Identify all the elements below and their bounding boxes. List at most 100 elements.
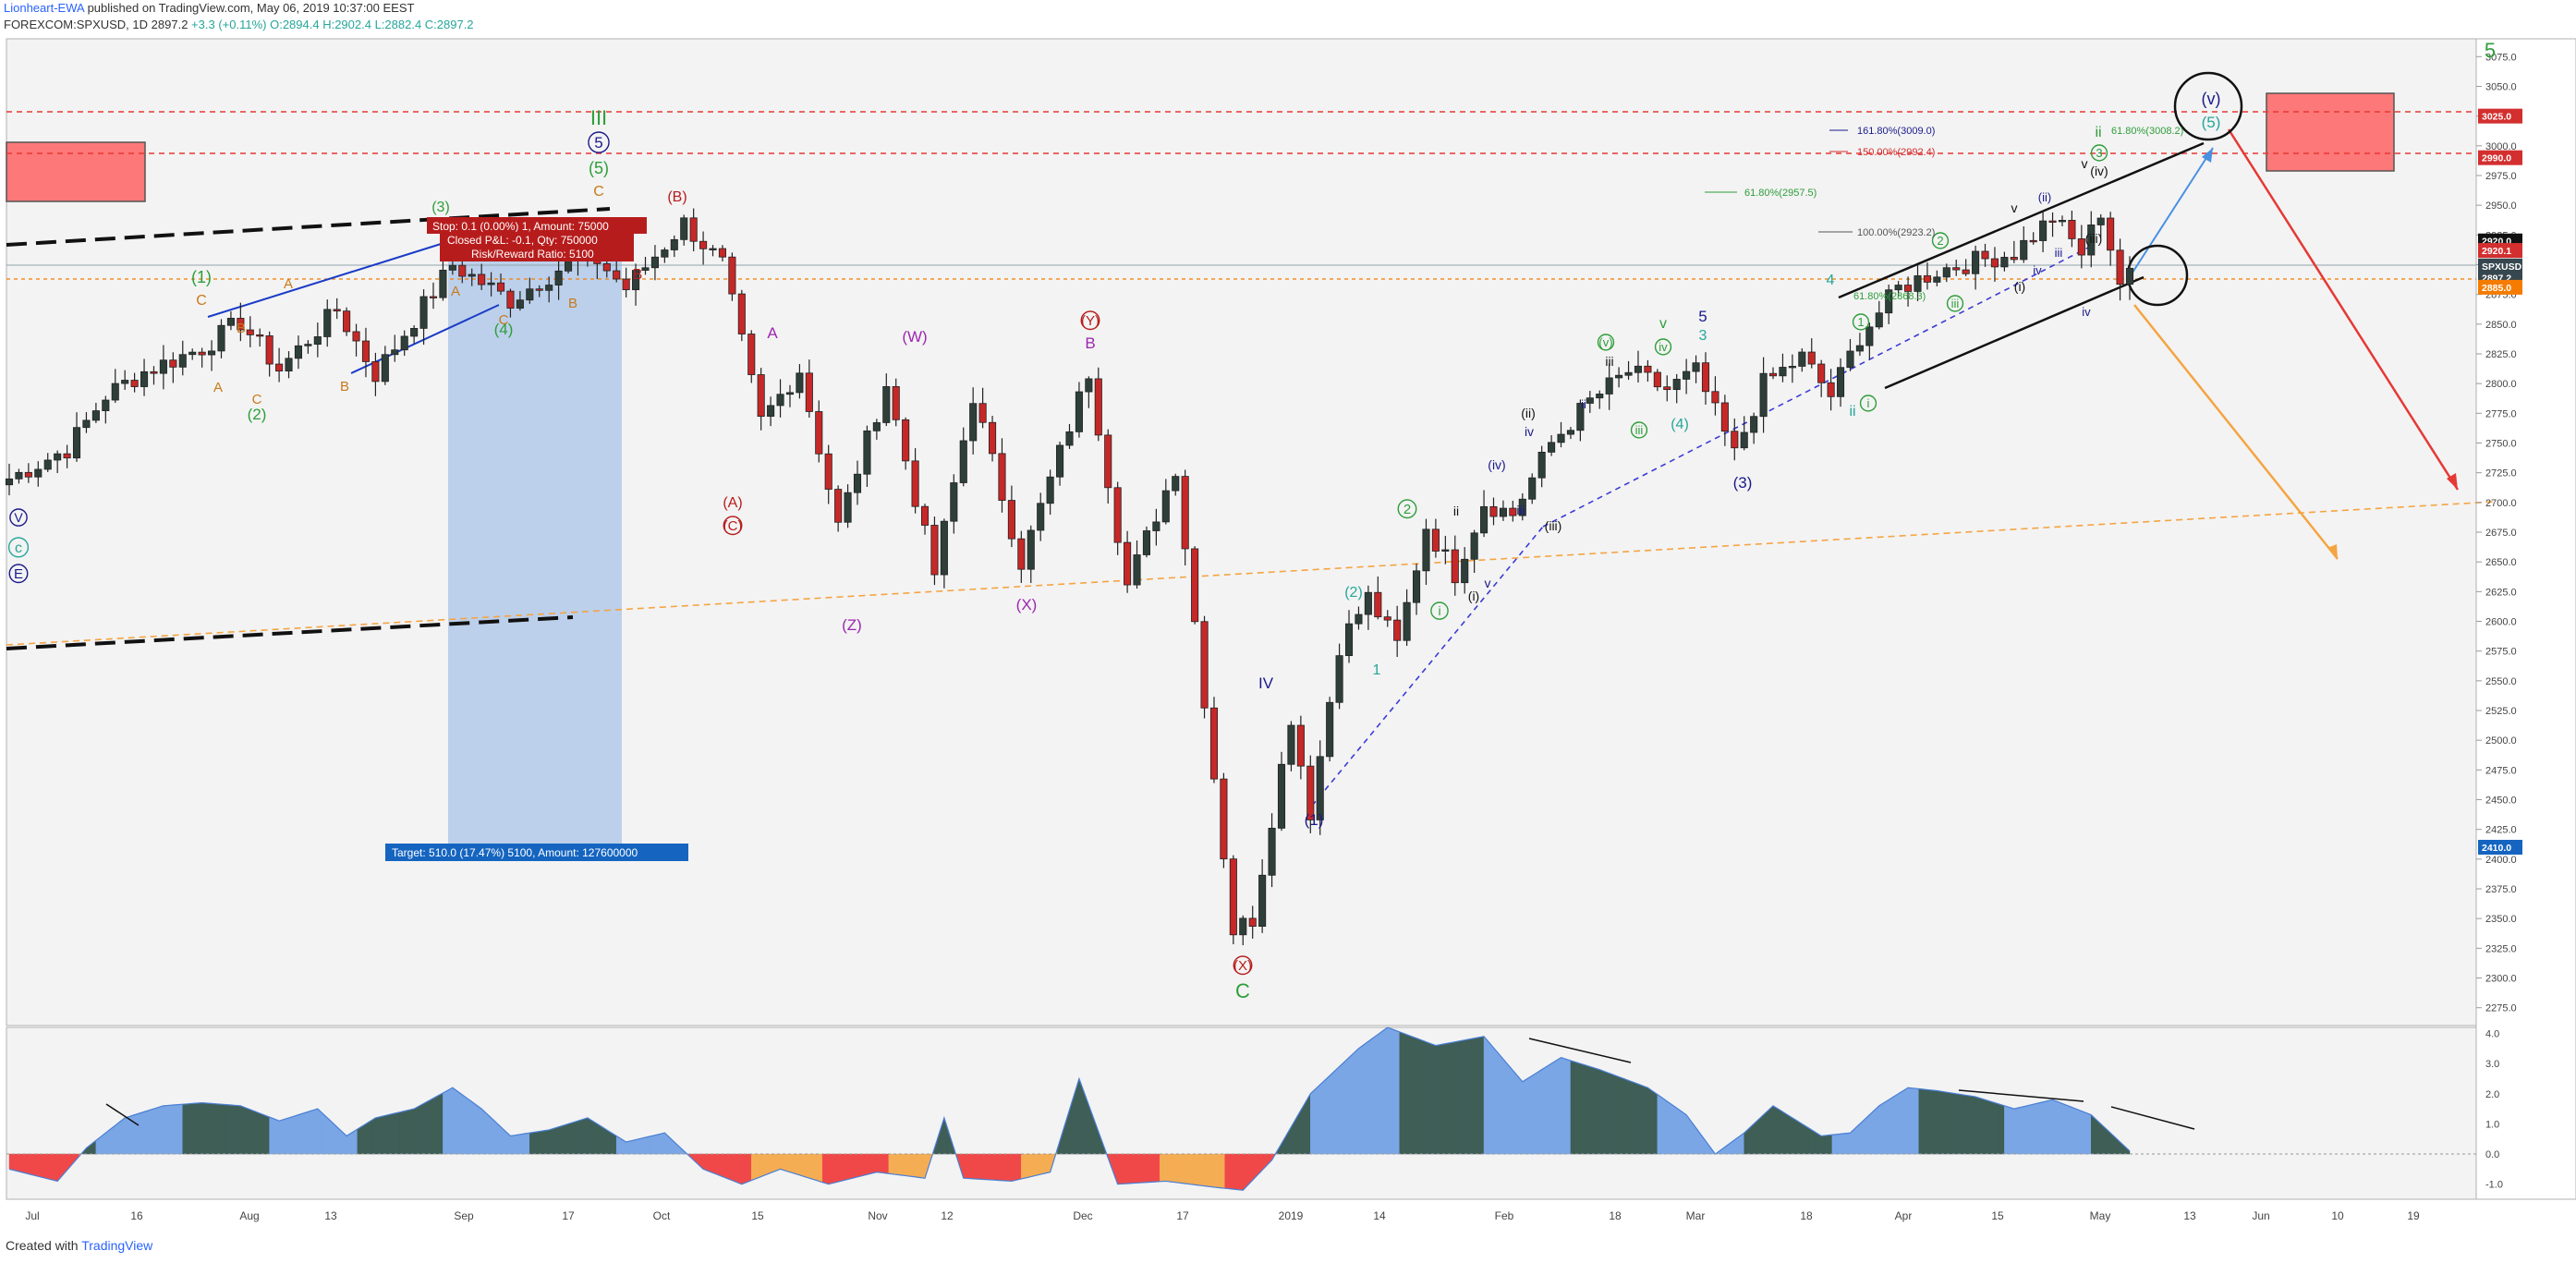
oscillator-segment — [1213, 1153, 1219, 1188]
oscillator-segment — [1641, 1085, 1648, 1155]
author-link[interactable]: Lionheart-EWA — [4, 1, 84, 15]
oscillator-segment — [1561, 1057, 1566, 1155]
candle-body — [1885, 289, 1893, 314]
oscillator-segment — [645, 1135, 650, 1155]
wave-label: 5 — [1698, 308, 1707, 325]
oscillator-segment — [1893, 1094, 1898, 1155]
oscillator-segment — [1465, 1038, 1473, 1155]
time-tick-label: 2019 — [1279, 1209, 1304, 1222]
oscillator-segment — [495, 1122, 500, 1155]
wave-label: (2) — [1344, 585, 1363, 601]
wave-label: (i) — [2014, 279, 2025, 294]
oscillator-segment — [452, 1087, 457, 1155]
tradingview-logo[interactable]: TradingView — [81, 1238, 153, 1253]
oscillator-segment — [1784, 1112, 1792, 1155]
price-axis-ticks: 2275.0 2300.0 2325.0 2350.0 2375.0 2400.0 2425… — [2476, 52, 2517, 1014]
wave-label: (C) — [723, 518, 743, 534]
oscillator-segment — [423, 1100, 430, 1155]
oscillator-segment — [626, 1140, 632, 1155]
candle-body — [1548, 442, 1556, 453]
oscillator-tick-label: 0.0 — [2485, 1149, 2499, 1160]
price-tick-label: 2750.0 — [2485, 438, 2517, 449]
oscillator-segment — [1617, 1075, 1624, 1155]
oscillator-segment — [567, 1122, 574, 1155]
oscillator-segment — [1011, 1153, 1017, 1182]
price-tick-label: 3075.0 — [2485, 52, 2517, 63]
candle-body — [632, 270, 640, 291]
oscillator-segment — [1758, 1115, 1763, 1155]
candle-body — [1489, 505, 1498, 517]
wave-label: (Z) — [842, 616, 862, 634]
candle-body — [1258, 874, 1267, 928]
candle-body — [1952, 267, 1961, 271]
oscillator-segment — [134, 1112, 140, 1155]
dashed-support-2 — [1542, 247, 2089, 528]
wave-label: (v) — [2202, 90, 2221, 108]
oscillator-segment — [1824, 1135, 1829, 1155]
price-tick-label: 2475.0 — [2485, 765, 2517, 776]
oscillator-segment — [1599, 1069, 1607, 1155]
oscillator-segment — [846, 1153, 854, 1181]
candle-body — [1422, 528, 1430, 572]
oscillator-segment — [1889, 1096, 1894, 1155]
oscillator-segment — [20, 1153, 28, 1174]
oscillator-segment — [553, 1126, 559, 1155]
candle-body — [1220, 778, 1228, 860]
oscillator-segment — [2023, 1105, 2029, 1155]
candle-body — [824, 453, 832, 490]
oscillator-segment — [1039, 1153, 1046, 1175]
candle-body — [1855, 345, 1864, 352]
candle-body — [1972, 250, 1980, 274]
projection-orange-arrow — [2133, 304, 2339, 560]
candle-body — [872, 422, 881, 431]
candle-body — [1152, 521, 1160, 531]
candle-body — [1412, 570, 1421, 603]
wave-label-circle — [1654, 338, 1672, 356]
oscillator-segment — [1594, 1067, 1600, 1155]
oscillator-segment — [1507, 1063, 1513, 1155]
oscillator-segment — [1117, 1153, 1124, 1184]
candle-body — [1711, 391, 1719, 404]
oscillator-segment — [654, 1134, 661, 1155]
wave-label: (W) — [902, 328, 927, 346]
oscillator-tick-label: 2.0 — [2485, 1089, 2499, 1100]
oscillator-segment — [1903, 1087, 1909, 1155]
price-tick-label: 2850.0 — [2485, 320, 2517, 331]
oscillator-segment — [640, 1136, 646, 1155]
oscillator-segment — [969, 1153, 977, 1180]
oscillator-segment — [900, 1153, 907, 1176]
candle-body — [2107, 217, 2115, 251]
oscillator-segment — [717, 1153, 723, 1177]
oscillator-segment — [1435, 1044, 1442, 1155]
oscillator-segment — [1574, 1062, 1581, 1155]
oscillator-segment — [1232, 1153, 1236, 1190]
wave-label: (v) — [1598, 335, 1612, 349]
oscillator-segment — [558, 1124, 565, 1155]
candle-body — [1644, 365, 1652, 373]
candle-body — [333, 309, 341, 312]
oscillator-segment — [349, 1131, 355, 1155]
symbol-label[interactable]: FOREXCOM:SPXUSD, 1D — [4, 18, 149, 31]
candle-body — [1248, 917, 1257, 928]
candle-body — [1518, 498, 1526, 516]
oscillator-segment — [1201, 1153, 1209, 1187]
oscillator-segment — [44, 1153, 52, 1181]
candle-body — [1306, 765, 1315, 820]
candle-body — [728, 256, 736, 295]
wave-label: (ii) — [2038, 190, 2051, 204]
candle-body — [1374, 591, 1382, 618]
oscillator-axis-ticks: 4.0 3.0 2.0 1.0 0.0 -1.0 — [2485, 1029, 2503, 1191]
candle-body — [882, 386, 891, 423]
oscillator-segment — [1243, 1153, 1247, 1191]
candle-body — [1017, 538, 1026, 570]
candle-body — [237, 318, 245, 331]
wave-label: A — [284, 276, 293, 292]
candle-body — [1007, 500, 1015, 540]
oscillator-segment — [888, 1153, 895, 1175]
candle-body — [757, 374, 765, 418]
oscillator-segment — [1453, 1040, 1461, 1155]
oscillator-segment — [413, 1105, 419, 1155]
oscillator-segment — [321, 1111, 325, 1155]
oscillator-segment — [2081, 1111, 2087, 1155]
